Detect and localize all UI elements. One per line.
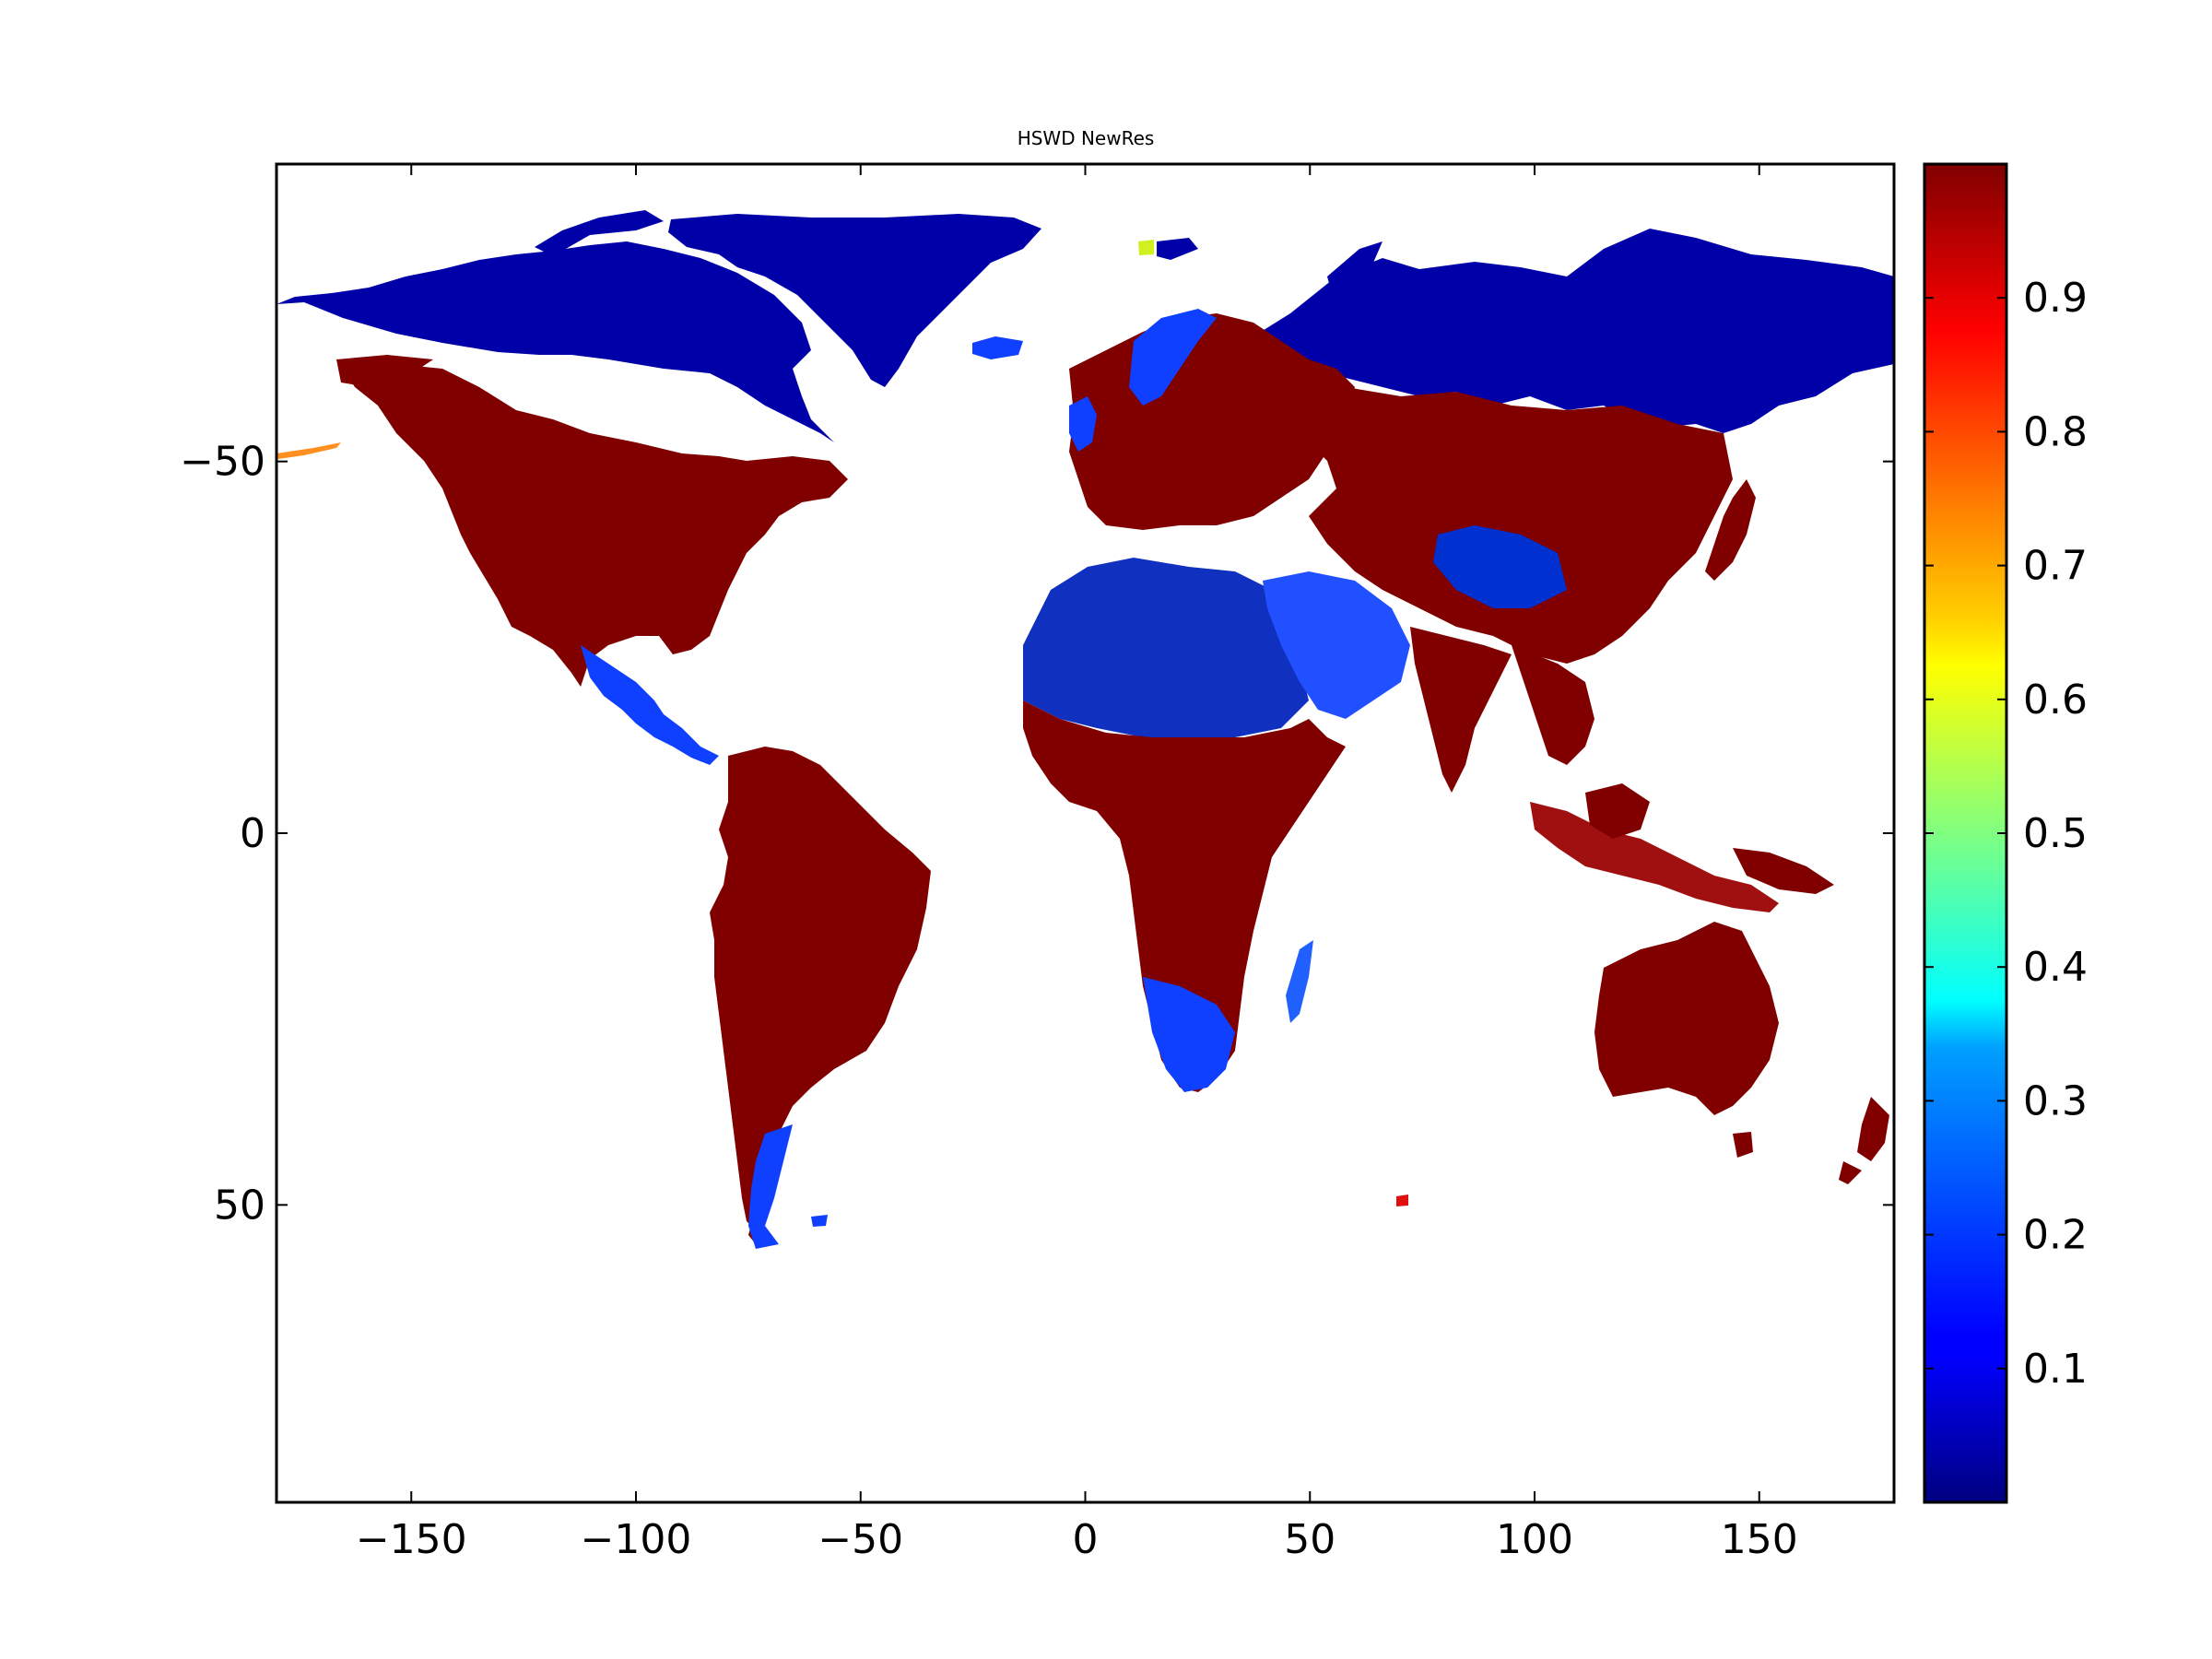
- region-british-isles: [1069, 396, 1097, 452]
- colorbar-tick-label: 0.9: [2023, 275, 2088, 322]
- y-tick-label: 0: [240, 810, 265, 857]
- colorbar-tick-label: 0.4: [2023, 944, 2088, 991]
- region-arabia: [1263, 571, 1410, 719]
- region-svalbard: [1138, 240, 1154, 255]
- region-australia: [1594, 922, 1779, 1115]
- y-axis: −50 0 50: [180, 439, 1894, 1229]
- region-indonesia: [1530, 802, 1779, 912]
- x-tick-label: −100: [581, 1516, 692, 1563]
- region-svalbard-east: [1157, 238, 1198, 260]
- colorbar-tick-label: 0.2: [2023, 1212, 2088, 1259]
- region-southern-africa: [1143, 977, 1235, 1092]
- region-sahara: [1023, 558, 1309, 737]
- region-south-america: [710, 747, 931, 1244]
- chart-title: HSWD NewRes: [1018, 127, 1155, 149]
- region-siberia: [1253, 229, 1894, 433]
- y-tick-label: −50: [180, 439, 265, 486]
- region-southeast-asia: [1512, 645, 1594, 765]
- region-falklands: [811, 1215, 828, 1227]
- colorbar: 0.1 0.2 0.3 0.4 0.5 0.6 0.7 0.8 0.9: [1923, 162, 2088, 1504]
- colorbar-tick-label: 0.7: [2023, 543, 2088, 590]
- colorbar-tick-label: 0.1: [2023, 1346, 2088, 1393]
- colorbar-tick-label: 0.3: [2023, 1077, 2088, 1124]
- region-tibetan-plateau: [1433, 525, 1567, 608]
- x-tick-label: 100: [1496, 1516, 1573, 1563]
- region-iceland: [972, 336, 1023, 359]
- map-plot-area: −150 −100 −50 0 50 100 150 −50 0 50: [180, 162, 1896, 1563]
- region-novaya-zemlya: [1327, 241, 1382, 293]
- region-sub-saharan-africa: [1023, 700, 1346, 1092]
- colorbar-ticks: 0.1 0.2 0.3 0.4 0.5 0.6 0.7 0.8 0.9: [1924, 275, 2088, 1393]
- x-tick-label: 50: [1284, 1516, 1335, 1563]
- region-central-america: [581, 645, 719, 765]
- x-axis: −150 −100 −50 0 50 100 150: [356, 164, 1798, 1563]
- region-new-zealand: [1839, 1097, 1889, 1184]
- region-north-america: [336, 359, 848, 687]
- y-tick-label: 50: [214, 1182, 265, 1229]
- region-greenland: [668, 214, 1041, 387]
- region-patagonia: [748, 1124, 793, 1249]
- region-borneo: [1585, 783, 1650, 839]
- x-tick-label: 150: [1721, 1516, 1798, 1563]
- colorbar-tick-label: 0.8: [2023, 408, 2088, 455]
- region-alaska: [336, 355, 433, 387]
- colorbar-tick-label: 0.6: [2023, 677, 2088, 724]
- region-aleutians: [276, 442, 341, 459]
- colorbar-tick-label: 0.5: [2023, 810, 2088, 857]
- region-new-guinea: [1733, 848, 1834, 894]
- region-kerguelen: [1396, 1194, 1408, 1206]
- region-scandinavia: [1129, 309, 1217, 406]
- region-tasmania: [1733, 1132, 1753, 1158]
- region-central-asia: [1290, 387, 1733, 664]
- region-arctic-islands: [535, 210, 728, 300]
- x-tick-label: −50: [818, 1516, 903, 1563]
- x-tick-label: −150: [356, 1516, 467, 1563]
- continents: [276, 210, 1894, 1249]
- region-madagascar: [1286, 940, 1313, 1023]
- region-india: [1410, 627, 1512, 793]
- region-japan: [1705, 479, 1756, 581]
- colorbar-gradient: [1924, 164, 2006, 1502]
- x-tick-label: 0: [1073, 1516, 1099, 1563]
